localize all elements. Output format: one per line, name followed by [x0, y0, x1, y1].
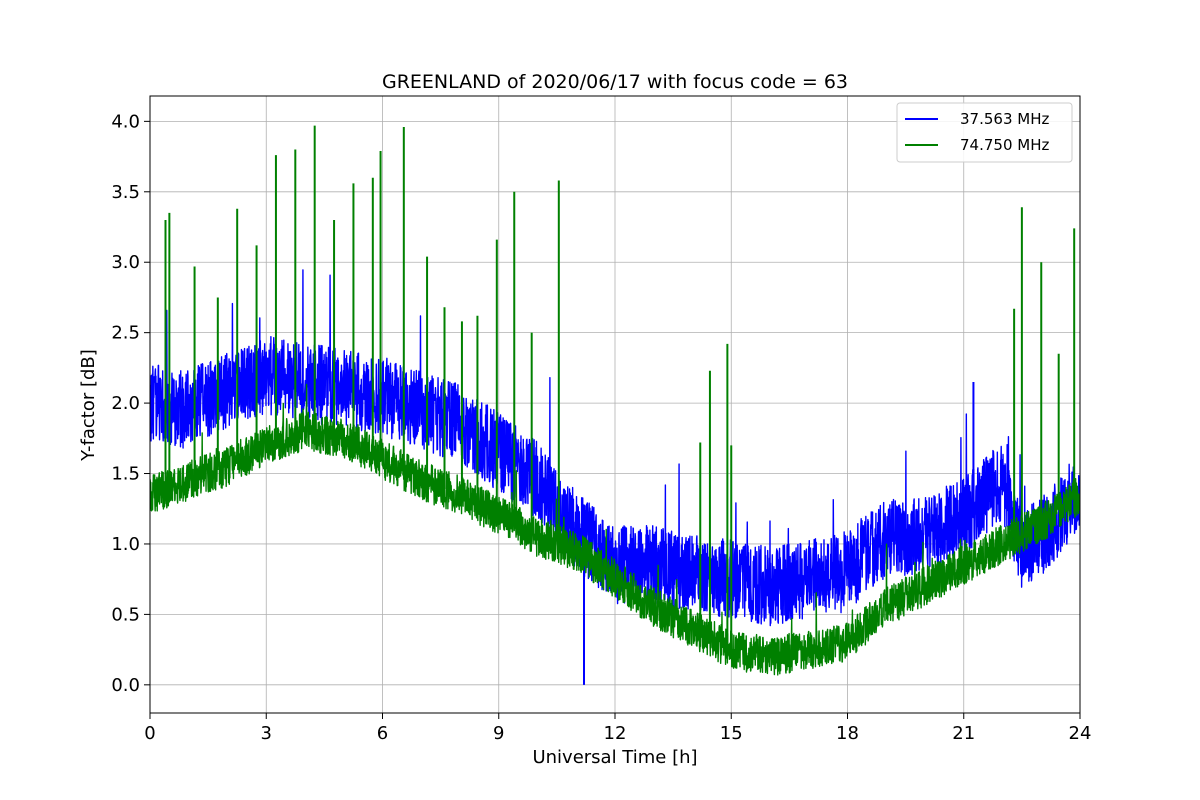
x-tick-label: 0 — [144, 723, 155, 744]
x-tick-label: 24 — [1069, 723, 1092, 744]
y-tick-label: 4.0 — [111, 111, 140, 132]
y-tick-label: 1.5 — [111, 464, 140, 485]
legend: 37.563 MHz 74.750 MHz — [897, 103, 1072, 162]
x-tick-label: 12 — [604, 723, 627, 744]
y-tick-label: 1.0 — [111, 534, 140, 555]
y-axis-label: Y-factor [dB] — [78, 349, 99, 462]
legend-label-37-563-mhz: 37.563 MHz — [960, 110, 1049, 128]
y-tick-label: 3.5 — [111, 182, 140, 203]
y-tick-label: 3.0 — [111, 252, 140, 273]
x-tick-label: 18 — [836, 723, 859, 744]
x-tick-label: 3 — [261, 723, 272, 744]
y-tick-label: 2.0 — [111, 393, 140, 414]
x-tick-label: 21 — [952, 723, 975, 744]
x-tick-label: 9 — [493, 723, 504, 744]
chart-title: GREENLAND of 2020/06/17 with focus code … — [382, 71, 848, 93]
y-tick-label: 0.5 — [111, 604, 140, 625]
y-tick-label: 2.5 — [111, 323, 140, 344]
x-tick-label: 6 — [377, 723, 388, 744]
x-axis-label: Universal Time [h] — [532, 747, 697, 768]
x-tick-label: 15 — [720, 723, 743, 744]
y-tick-label: 0.0 — [111, 675, 140, 696]
legend-label-74-750-mhz: 74.750 MHz — [960, 136, 1049, 154]
